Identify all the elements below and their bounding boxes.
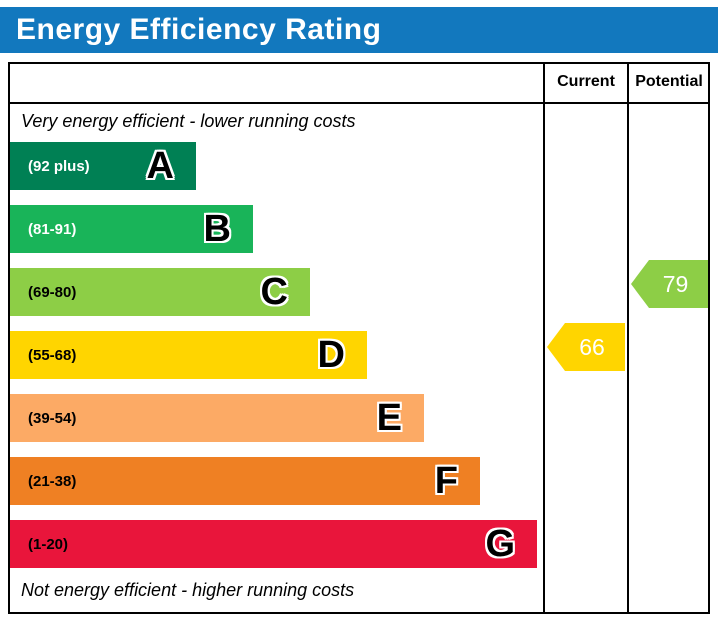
column-header-current: Current — [557, 73, 615, 90]
top-note: Very energy efficient - lower running co… — [21, 111, 356, 131]
current-rating-value: 66 — [579, 333, 605, 360]
band-letter: F — [434, 460, 458, 502]
band-row-c: (69-80) C — [10, 268, 310, 316]
band-letter: A — [146, 145, 174, 187]
band-letter: E — [376, 397, 402, 439]
band-range-label: (81-91) — [28, 220, 77, 238]
current-column-divider — [543, 64, 545, 612]
potential-rating-value: 79 — [662, 270, 689, 297]
rating-table: Current Potential Very energy efficient … — [8, 62, 710, 614]
potential-rating-arrow: 79 — [631, 260, 708, 308]
band-letter: C — [260, 271, 288, 313]
title-bar: Energy Efficiency Rating — [0, 7, 718, 53]
band-range-label: (69-80) — [28, 283, 77, 301]
column-header-potential: Potential — [635, 73, 703, 90]
band-range-label: (39-54) — [28, 409, 77, 427]
band-letter: G — [485, 523, 515, 565]
band-row-g: (1-20) G — [10, 520, 537, 568]
header-divider — [10, 102, 708, 104]
band-range-label: (21-38) — [28, 472, 77, 490]
band-range-label: (1-20) — [28, 535, 69, 553]
current-rating-arrow: 66 — [547, 323, 625, 371]
band-range-label: (55-68) — [28, 346, 77, 364]
page-title: Energy Efficiency Rating — [16, 13, 382, 46]
band-letter: D — [317, 334, 345, 376]
band-range-label: (92 plus) — [28, 157, 90, 175]
potential-column-divider — [627, 64, 629, 612]
band-row-a: (92 plus) A — [10, 142, 196, 190]
band-letter: B — [203, 208, 231, 250]
band-row-f: (21-38) F — [10, 457, 480, 505]
band-row-b: (81-91) B — [10, 205, 253, 253]
band-row-e: (39-54) E — [10, 394, 424, 442]
band-row-d: (55-68) D — [10, 331, 367, 379]
bottom-note: Not energy efficient - higher running co… — [21, 580, 355, 600]
